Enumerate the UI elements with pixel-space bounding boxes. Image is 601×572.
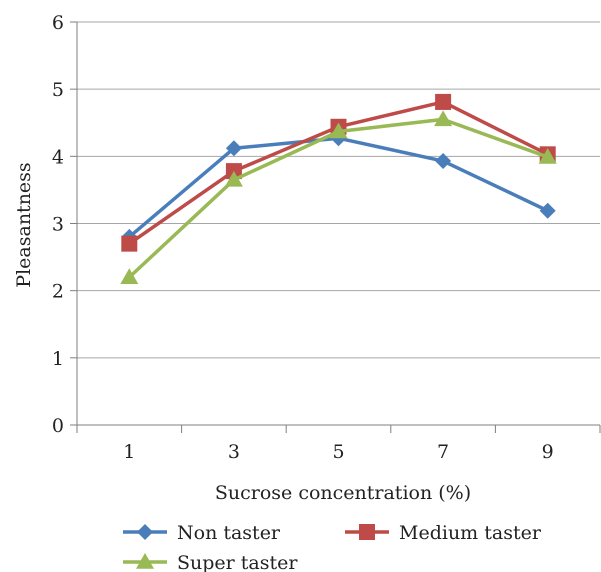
x-tick-label: 7 [437, 441, 449, 463]
series-super-taster [120, 110, 557, 284]
data-point-non-taster [435, 153, 452, 170]
data-point-medium-taster [435, 93, 452, 110]
gridlines [77, 21, 600, 359]
legend-label: Super taster [177, 552, 298, 572]
legend-item-super-taster: Super taster [123, 552, 298, 572]
x-tick-label: 3 [228, 441, 240, 463]
data-point-super-taster [329, 122, 348, 139]
y-axis-title: Pleasantness [13, 162, 35, 287]
y-tick-label: 5 [52, 79, 64, 101]
y-tick-label: 1 [52, 348, 64, 370]
legend-label: Non taster [177, 522, 281, 544]
data-point-non-taster [539, 202, 556, 219]
data-point-super-taster [224, 170, 243, 187]
data-point-super-taster [120, 268, 139, 284]
y-tick-label: 4 [52, 146, 64, 168]
legend-swatch-marker [137, 524, 153, 540]
legend-swatch-marker [359, 524, 375, 540]
x-tick-label: 9 [542, 441, 554, 463]
data-point-super-taster [538, 148, 557, 164]
data-point-non-taster [225, 140, 242, 157]
data-point-medium-taster [121, 235, 138, 252]
series-non-taster [121, 130, 556, 245]
axes: 0 1 2 3 4 5 6 1 3 5 7 9 [52, 12, 601, 463]
legend-item-medium-taster: Medium taster [345, 522, 542, 544]
x-tick-label: 1 [123, 441, 135, 463]
data-point-super-taster [434, 110, 453, 127]
series-line-non-taster [128, 136, 549, 239]
y-tick-label: 2 [52, 281, 64, 303]
y-tick-label: 6 [52, 12, 64, 34]
y-tick-label: 0 [52, 415, 64, 437]
series-lines [120, 93, 557, 284]
legend-label: Medium taster [399, 522, 542, 544]
x-tick-label: 5 [332, 441, 344, 463]
y-tick-label: 3 [52, 214, 64, 236]
legend: Non taster Medium taster Super taster [123, 522, 542, 572]
legend-item-non-taster: Non taster [123, 522, 281, 544]
x-axis-title: Sucrose concentration (%) [215, 482, 471, 504]
series-medium-taster [121, 93, 556, 252]
legend-swatch-marker [136, 553, 154, 569]
